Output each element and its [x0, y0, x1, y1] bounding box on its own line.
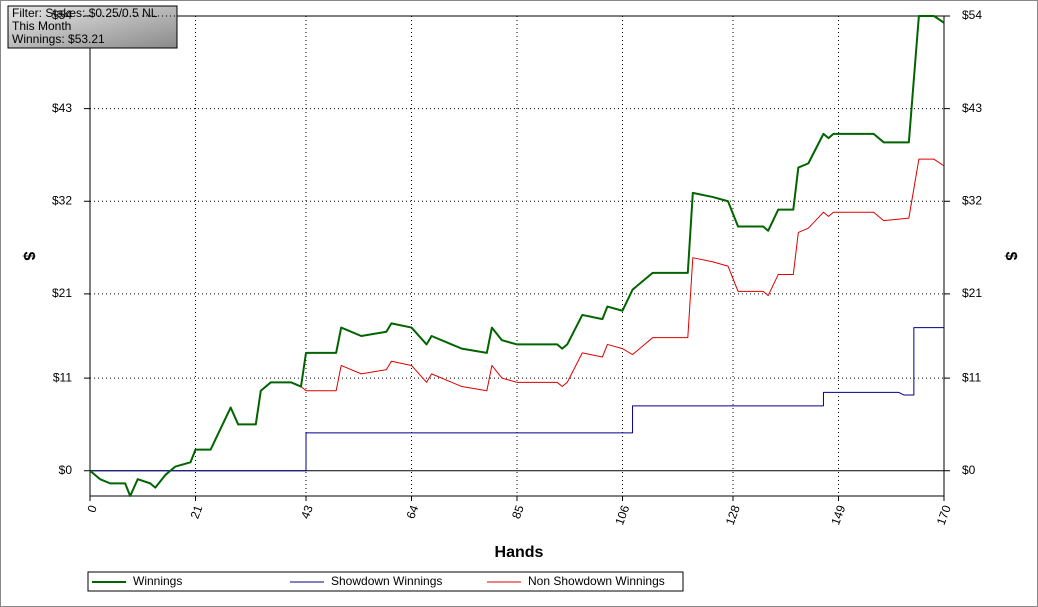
y-tick-label: $21	[52, 286, 72, 300]
filter-box	[7, 5, 178, 49]
y-tick-label: $32	[52, 193, 72, 207]
y2-tick-label: $32	[962, 193, 982, 207]
x-tick-label: 149	[828, 503, 848, 527]
y-tick-label: $43	[52, 101, 72, 115]
x-tick-label: 128	[723, 503, 743, 527]
x-tick-label: 106	[612, 503, 632, 527]
y-tick-label: $54	[52, 8, 72, 22]
x-axis-label: Hands	[495, 544, 544, 561]
series-line	[89, 15, 945, 497]
y2-tick-label: $54	[962, 8, 982, 22]
legend	[87, 571, 684, 592]
x-tick-label: 64	[404, 503, 422, 521]
y-axis-label: $	[20, 252, 37, 261]
legend-label: Non Showdown Winnings	[528, 574, 665, 588]
series-line	[90, 327, 944, 472]
filter-line: Filter: Stakes: $0.25/0.5 NL	[12, 6, 158, 20]
filter-line: This Month	[12, 19, 71, 33]
y2-tick-label: $21	[962, 286, 982, 300]
y2-axis-label: $	[1002, 252, 1019, 261]
y2-tick-label: $0	[962, 463, 976, 477]
legend-label: Showdown Winnings	[331, 574, 442, 588]
y2-tick-label: $43	[962, 101, 982, 115]
x-tick-label: 85	[509, 503, 527, 521]
x-tick-label: 21	[188, 503, 206, 521]
legend-label: Winnings	[133, 574, 182, 588]
x-tick-label: 170	[934, 503, 954, 527]
y2-tick-label: $11	[962, 370, 981, 384]
filter-line: Winnings: $53.21	[12, 32, 105, 46]
x-tick-label: 43	[298, 503, 316, 521]
y-tick-label: $11	[53, 370, 72, 384]
y-tick-label: $0	[59, 463, 73, 477]
x-tick-label: 0	[84, 503, 100, 514]
